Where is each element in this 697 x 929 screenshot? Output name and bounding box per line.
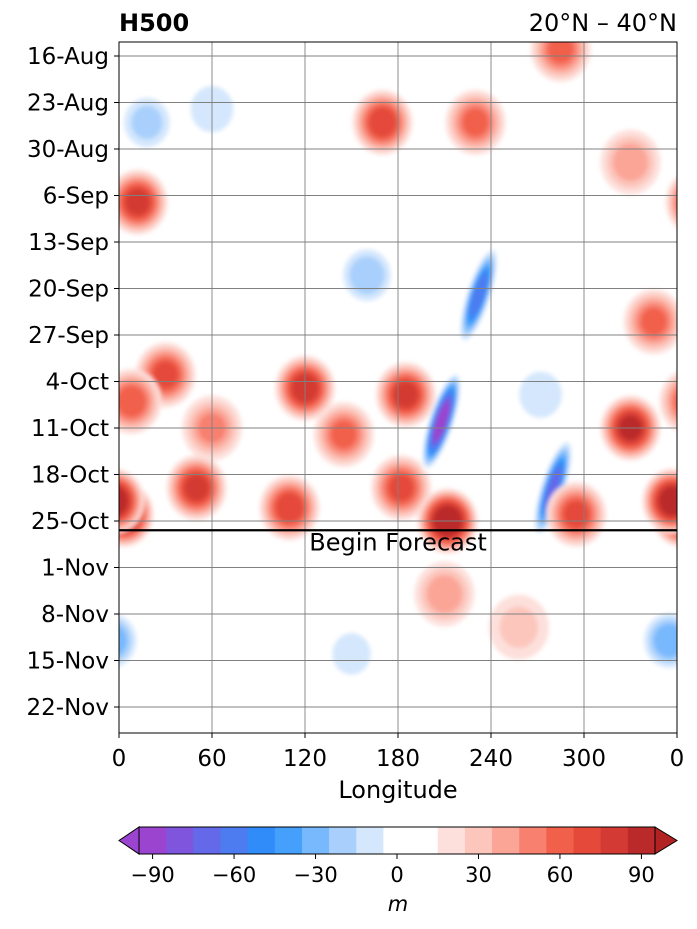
y-tick-label: 18-Oct (31, 463, 109, 489)
anomaly-feature (313, 402, 374, 468)
colorbar-tick-label: 90 (628, 863, 655, 887)
colorbar-extend-min (118, 826, 140, 855)
anomaly-feature (119, 89, 177, 155)
colorbar-segment (627, 827, 656, 854)
colorbar-tick-label: 60 (547, 863, 574, 887)
chart-title-right: 20°N – 40°N (529, 9, 677, 37)
anomaly-feature-wrap (659, 371, 677, 432)
x-tick-label: 0 (112, 746, 127, 772)
contour-field (119, 42, 677, 687)
x-tick-label: 0 (670, 746, 685, 772)
anomaly-feature (532, 437, 574, 538)
anomaly-feature (488, 594, 549, 660)
colorbar-segment (139, 827, 167, 854)
colorbar-segment (437, 827, 466, 854)
anomaly-feature (623, 289, 677, 355)
y-tick-label: 15-Nov (27, 649, 109, 675)
x-tick-label: 60 (197, 746, 226, 772)
x-tick-label: 180 (376, 746, 420, 772)
colorbar-segment (464, 827, 493, 854)
y-tick-label: 8-Nov (41, 602, 109, 628)
y-tick-label: 30-Aug (27, 137, 109, 163)
colorbar-segment (193, 827, 221, 854)
colorbar-segment (546, 827, 575, 854)
anomaly-feature (119, 169, 168, 235)
colorbar-tick-label: 0 (390, 863, 403, 887)
anomaly-feature (530, 42, 591, 82)
anomaly-feature (445, 89, 506, 155)
colorbar-segment (356, 827, 384, 854)
anomaly-feature (639, 608, 677, 674)
anomaly-feature (421, 371, 462, 472)
anomaly-feature-wrap (119, 609, 142, 672)
colorbar-segment (383, 827, 412, 854)
anomaly-feature (600, 129, 661, 195)
x-tick-label: 240 (469, 746, 513, 772)
y-tick-label: 23-Aug (27, 91, 109, 117)
anomaly-feature (119, 368, 162, 434)
colorbar-segment (301, 827, 330, 854)
anomaly-feature (642, 468, 677, 534)
anomaly-feature (458, 245, 499, 346)
anomaly-feature (371, 455, 432, 521)
colorbar-segment (274, 827, 303, 854)
x-axis-label: Longitude (338, 776, 457, 804)
colorbar-segment (519, 827, 547, 854)
colorbar-tick-label: −30 (293, 863, 337, 887)
anomaly-feature (337, 242, 397, 308)
y-tick-label: 4-Oct (46, 370, 109, 396)
anomaly-feature (546, 481, 607, 547)
colorbar-segment (410, 827, 439, 854)
anomaly-feature (352, 89, 413, 155)
anomaly-feature (375, 362, 436, 428)
colorbar-segment (573, 827, 602, 854)
colorbar-extend-max (654, 826, 678, 855)
anomaly-feature (321, 621, 382, 687)
y-tick-label: 13-Sep (28, 230, 109, 256)
y-tick-label: 1-Nov (41, 556, 109, 582)
chart-title-left: H500 (119, 9, 189, 37)
colorbar-label: m (388, 892, 408, 916)
y-tick-label: 11-Oct (31, 416, 109, 442)
colorbar-segment (220, 827, 249, 854)
colorbar-segment (166, 827, 194, 854)
anomaly-feature (259, 475, 320, 541)
colorbar-segment (492, 827, 520, 854)
y-tick-label: 16-Aug (27, 44, 109, 70)
y-axis: 16-Aug 23-Aug 30-Aug 6-Sep 13-Sep 20-Sep 27-Se… (27, 44, 119, 721)
y-tick-label: 6-Sep (43, 184, 109, 210)
colorbar-tick-label: 30 (465, 863, 492, 887)
x-axis: 0 60 120 180 240 300 0 (112, 733, 685, 772)
y-tick-label: 20-Sep (28, 277, 109, 303)
y-tick-label: 22-Nov (27, 695, 109, 721)
colorbar-segment (600, 827, 629, 854)
y-tick-label: 25-Oct (31, 509, 109, 535)
y-tick-label: 27-Sep (28, 323, 109, 349)
anomaly-feature (414, 561, 475, 627)
anomaly-feature (166, 455, 227, 521)
anomaly-feature-wrap (119, 468, 145, 534)
colorbar: −90 −60 −30 0 30 60 90 (118, 826, 678, 887)
x-tick-label: 300 (562, 746, 606, 772)
anomaly-feature (510, 362, 571, 428)
colorbar-tick-label: −90 (130, 863, 174, 887)
forecast-annotation: Begin Forecast (309, 528, 487, 556)
colorbar-segment (247, 827, 276, 854)
colorbar-segment (329, 827, 357, 854)
anomaly-feature-wrap (665, 176, 677, 228)
gridlines (118, 42, 678, 733)
x-tick-label: 120 (283, 746, 327, 772)
colorbar-tick-label: −60 (212, 863, 256, 887)
